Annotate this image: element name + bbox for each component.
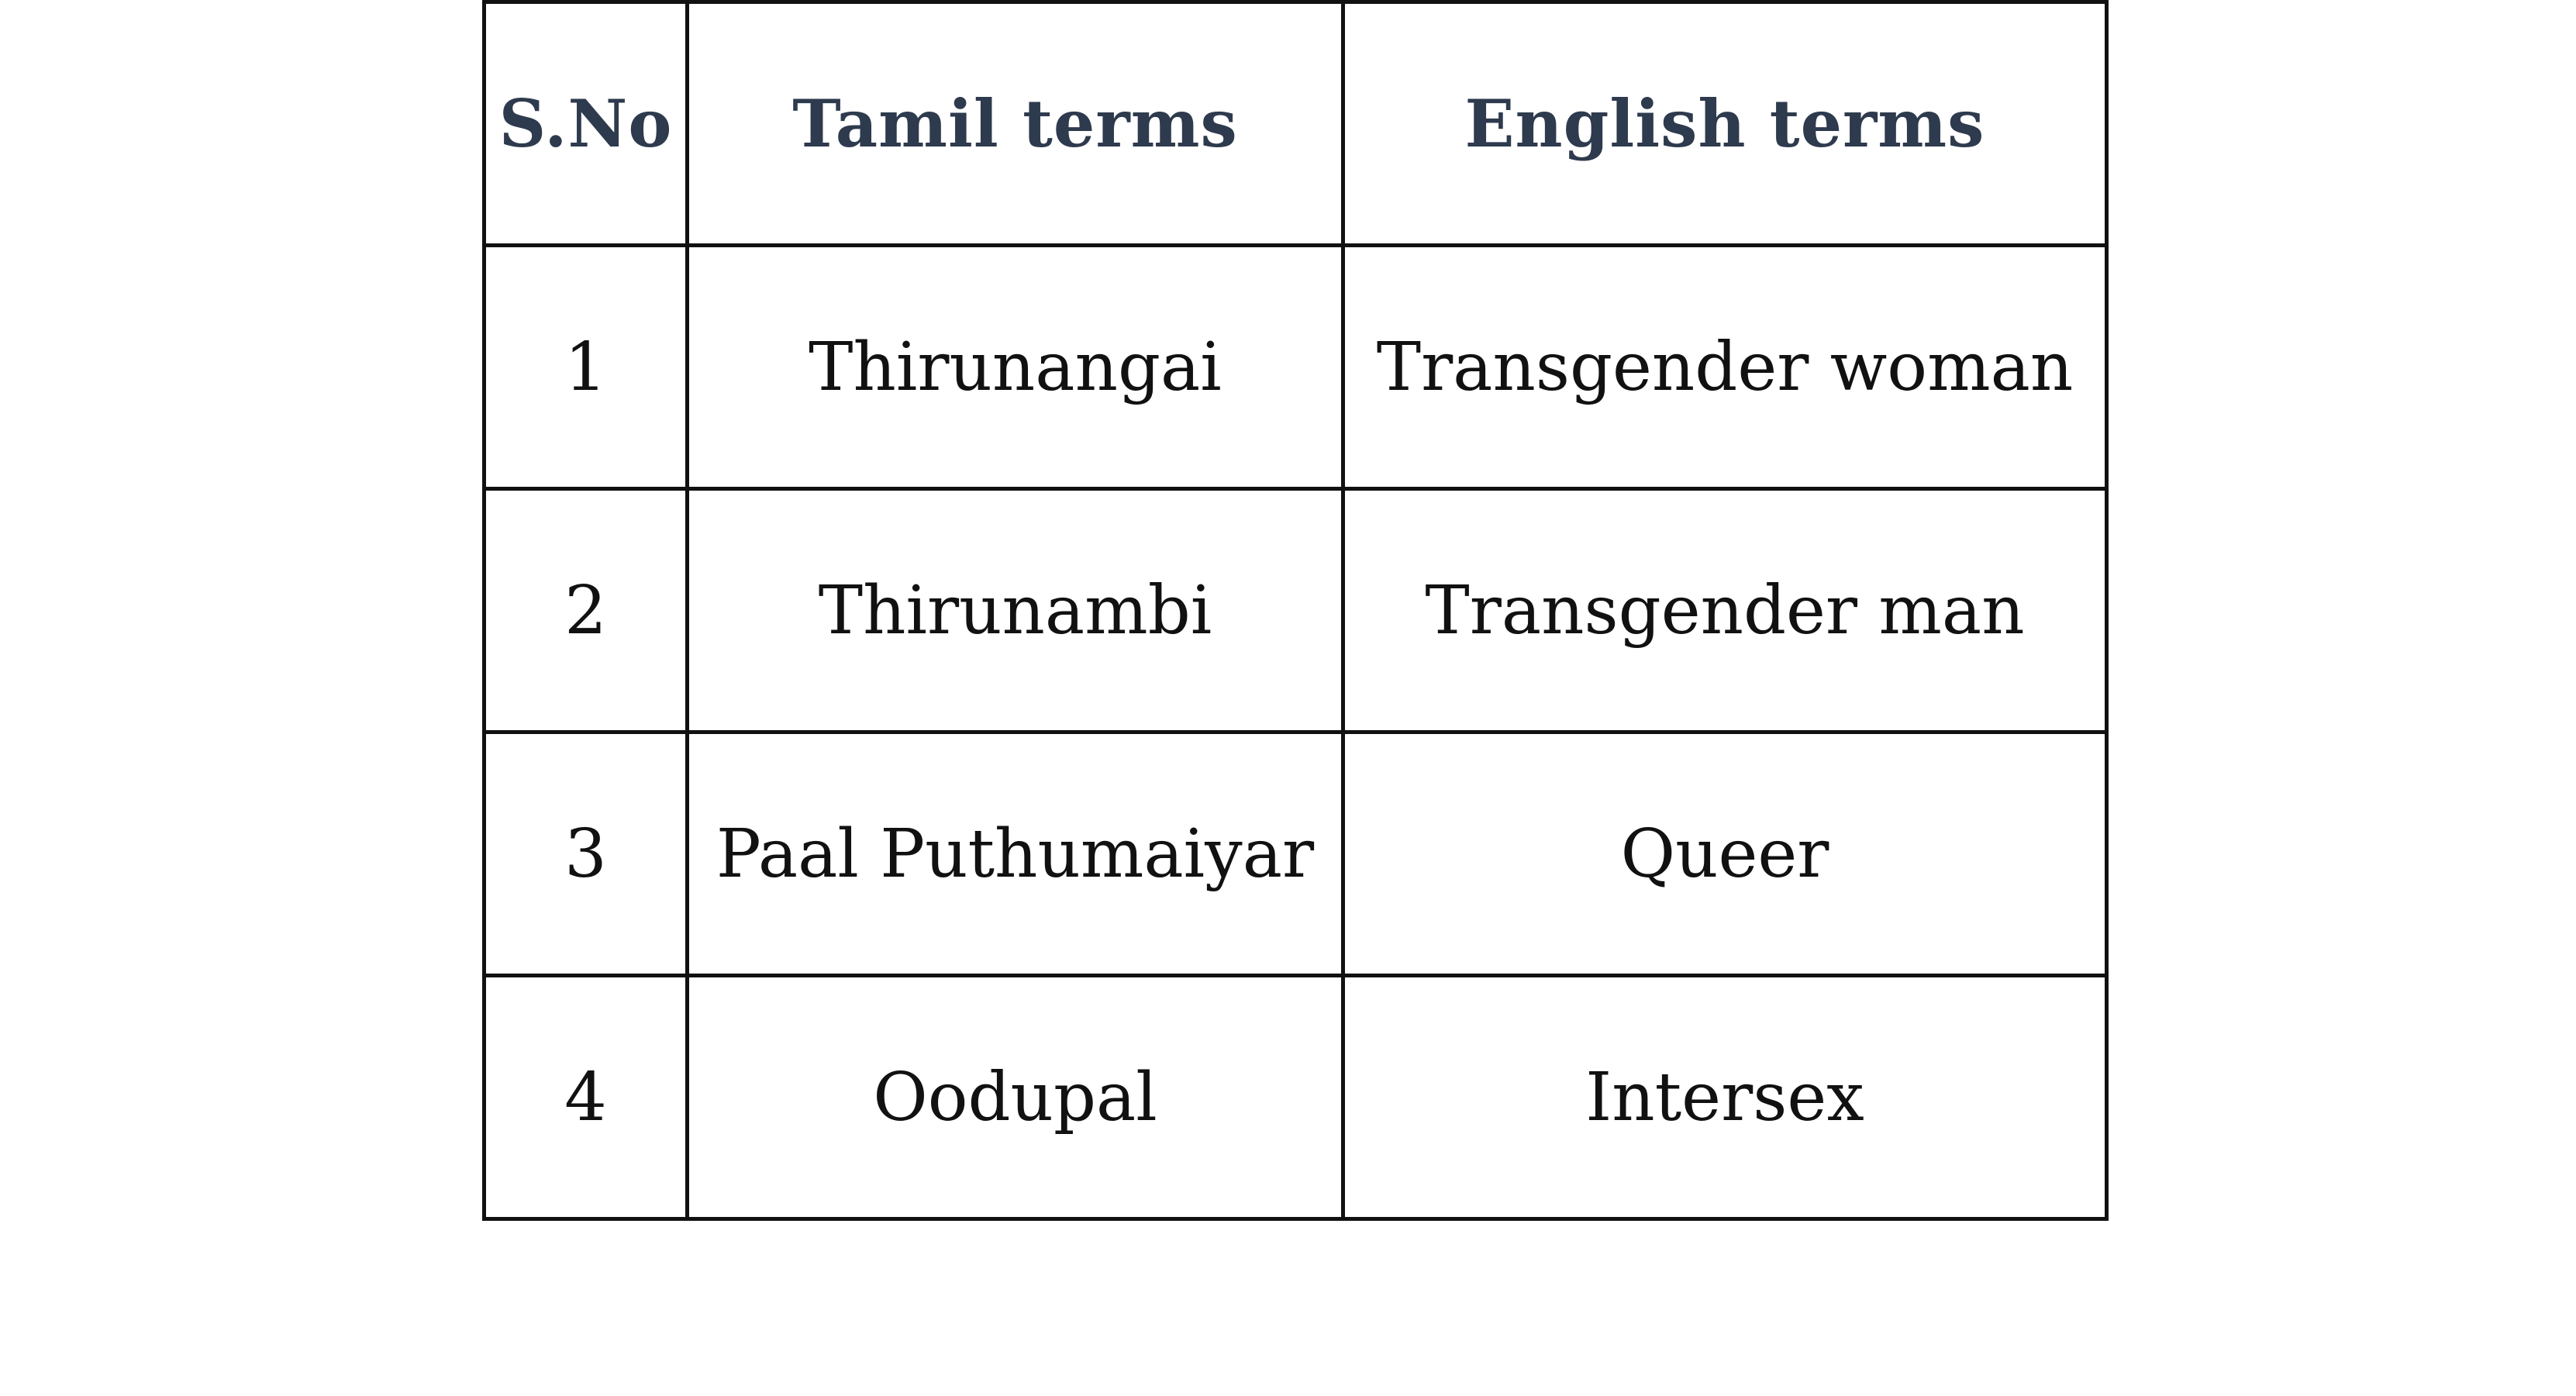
cell-sno: 1 [482, 243, 689, 491]
table-row: 1 Thirunangai Transgender woman [482, 243, 2109, 491]
header-english-terms: English terms [1341, 0, 2109, 247]
cell-sno: 2 [482, 487, 689, 734]
table-header: S.No Tamil terms English terms [482, 0, 2109, 247]
cell-sno: 4 [482, 974, 689, 1221]
table-row: 4 Oodupal Intersex [482, 974, 2109, 1221]
cell-tamil-term: Oodupal [685, 974, 1345, 1221]
table-row: 2 Thirunambi Transgender man [482, 487, 2109, 734]
cell-english-term: Intersex [1341, 974, 2109, 1221]
header-row: S.No Tamil terms English terms [482, 0, 2109, 247]
cell-english-term: Transgender man [1341, 487, 2109, 734]
terms-table: S.No Tamil terms English terms 1 Thiruna… [482, 0, 2109, 1221]
header-sno: S.No [482, 0, 689, 247]
cell-sno: 3 [482, 730, 689, 977]
cell-tamil-term: Paal Puthumaiyar [685, 730, 1345, 977]
cell-english-term: Queer [1341, 730, 2109, 977]
table-body: 1 Thirunangai Transgender woman 2 Thirun… [482, 243, 2109, 1221]
table-row: 3 Paal Puthumaiyar Queer [482, 730, 2109, 977]
cell-tamil-term: Thirunambi [685, 487, 1345, 734]
cell-english-term: Transgender woman [1341, 243, 2109, 491]
header-tamil-terms: Tamil terms [685, 0, 1345, 247]
cell-tamil-term: Thirunangai [685, 243, 1345, 491]
